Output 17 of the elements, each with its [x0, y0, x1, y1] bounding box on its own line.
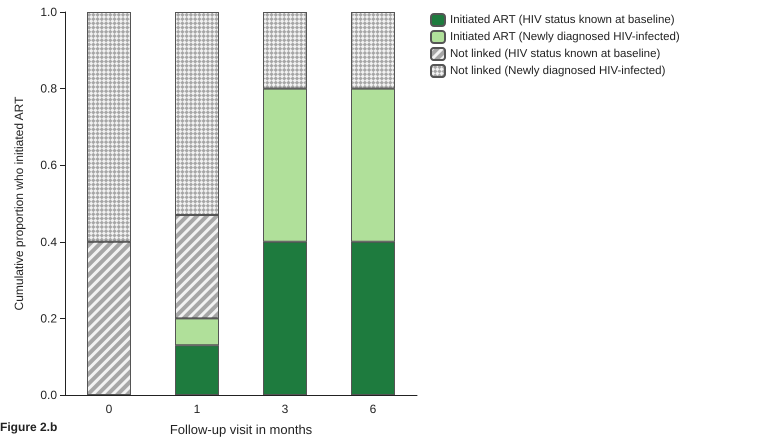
legend-label: Not linked (HIV status known at baseline): [450, 48, 660, 60]
x-tick-label: 6: [370, 402, 377, 416]
x-axis-title: Follow-up visit in months: [170, 422, 313, 437]
y-axis-title: Cumulative proportion who initiated ART: [12, 96, 26, 310]
x-tick-label: 0: [106, 402, 113, 416]
y-tick-label: 0.6: [40, 158, 58, 172]
y-tick-label: 0.8: [40, 82, 58, 96]
x-tick-label: 3: [282, 402, 289, 416]
caption: Figure 2.b: [0, 420, 58, 434]
y-tick-label: 1.0: [40, 5, 58, 19]
legend-label: Initiated ART (HIV status known at baseline): [450, 14, 675, 26]
y-tick-label: 0.4: [40, 234, 58, 249]
x-tick-label: 1: [194, 402, 201, 416]
legend-label: Not linked (Newly diagnosed HIV-infected): [450, 65, 666, 77]
y-tick-label: 0.0: [40, 388, 58, 402]
legend-label: Initiated ART (Newly diagnosed HIV-infected): [450, 31, 680, 43]
y-tick-label: 0.2: [40, 311, 58, 326]
